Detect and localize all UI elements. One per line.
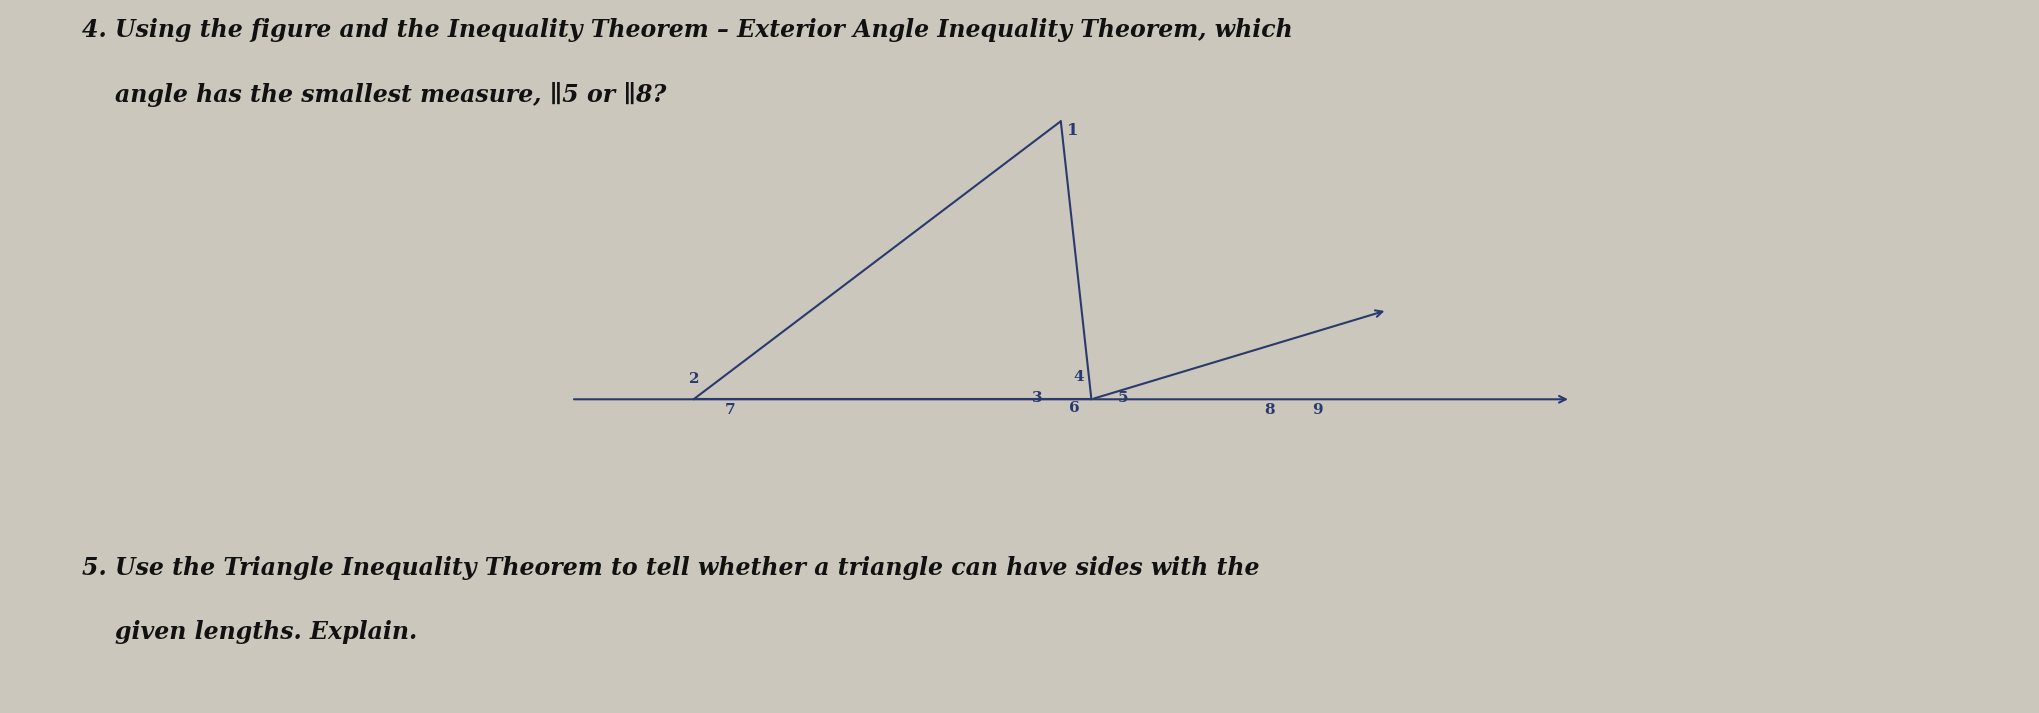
Text: 7: 7: [724, 403, 736, 417]
Text: 2: 2: [689, 372, 699, 386]
Text: angle has the smallest measure, ∥5 or ∥8?: angle has the smallest measure, ∥5 or ∥8…: [82, 82, 665, 107]
Text: 4. Using the figure and the Inequality Theorem – Exterior Angle Inequality Theor: 4. Using the figure and the Inequality T…: [82, 18, 1293, 42]
Text: 5: 5: [1117, 391, 1128, 405]
Text: 5. Use the Triangle Inequality Theorem to tell whether a triangle can have sides: 5. Use the Triangle Inequality Theorem t…: [82, 556, 1258, 580]
Text: 4: 4: [1073, 369, 1083, 384]
Text: 6: 6: [1068, 401, 1079, 416]
Text: 9: 9: [1311, 403, 1321, 417]
Text: 1: 1: [1066, 122, 1079, 139]
Text: 3: 3: [1032, 391, 1042, 405]
Text: 8: 8: [1264, 403, 1274, 417]
Text: given lengths. Explain.: given lengths. Explain.: [82, 620, 416, 645]
